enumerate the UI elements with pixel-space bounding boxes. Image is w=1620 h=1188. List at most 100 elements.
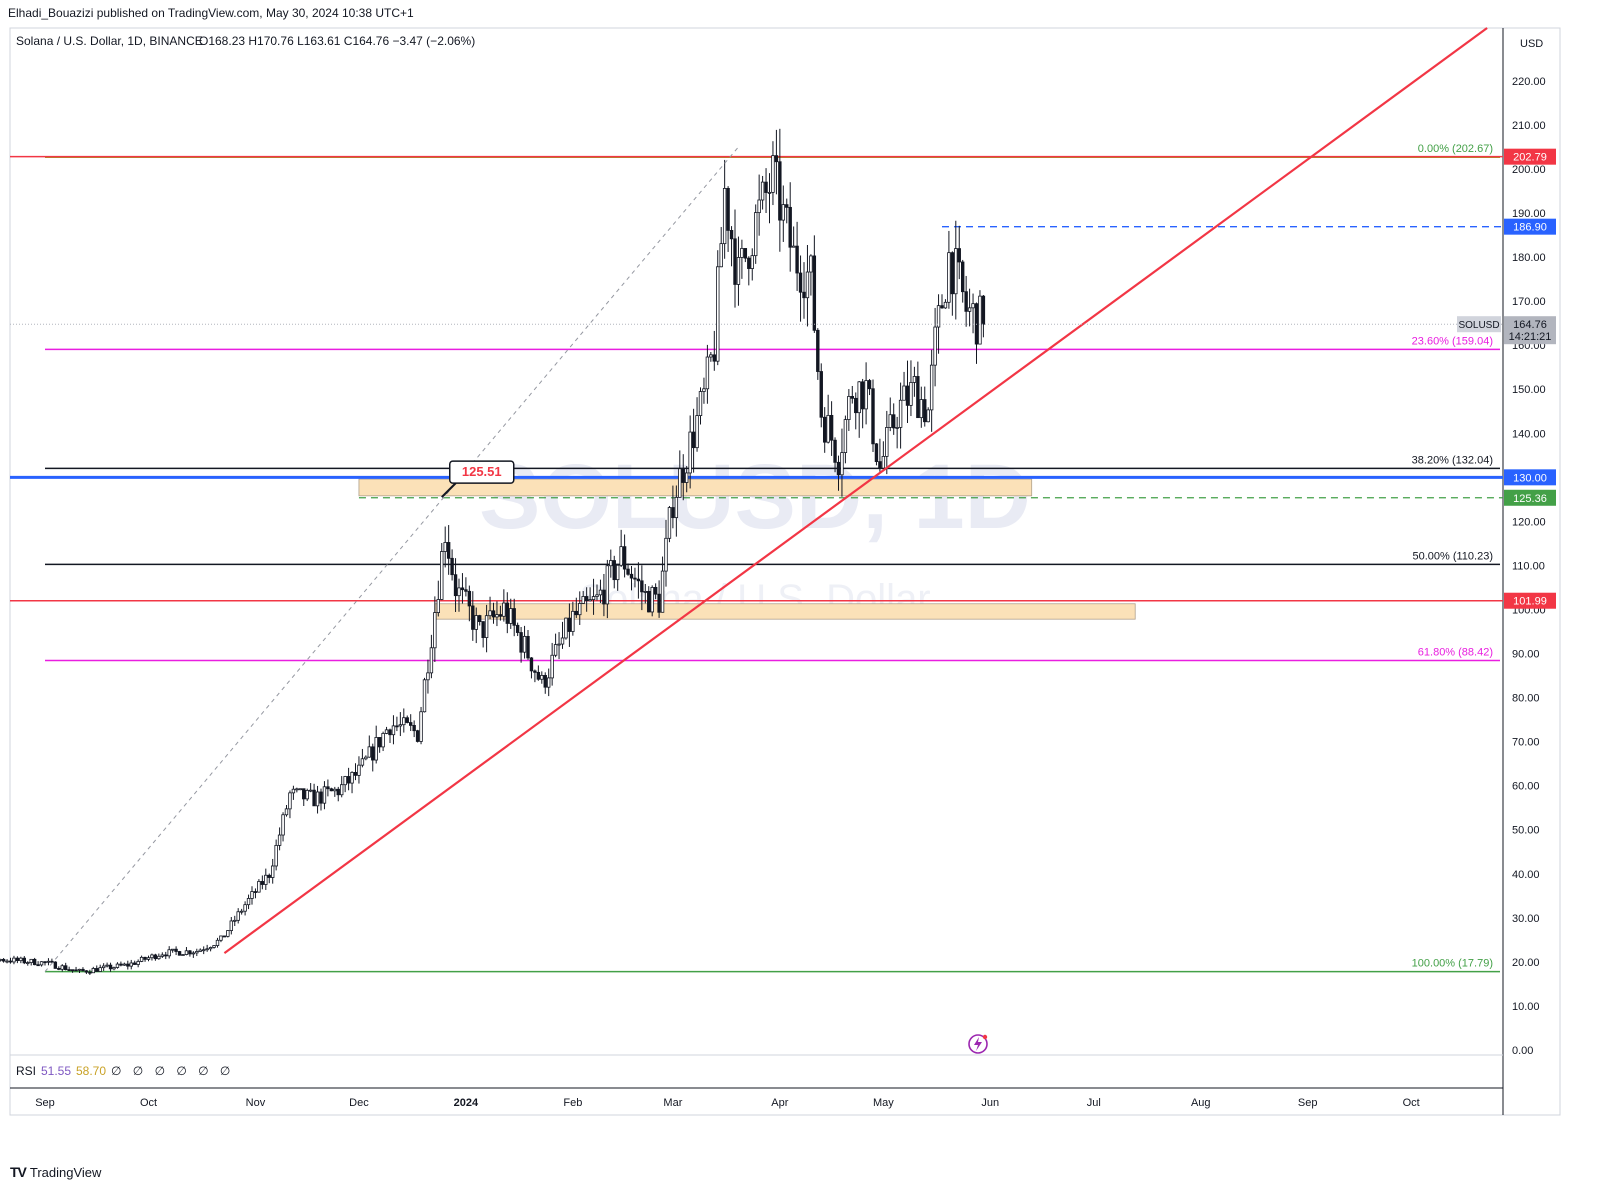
candle[interactable]	[295, 787, 299, 793]
candle[interactable]	[940, 294, 944, 309]
candle[interactable]	[833, 437, 837, 473]
candle[interactable]	[860, 378, 865, 429]
candle[interactable]	[371, 743, 375, 772]
candle[interactable]	[264, 868, 268, 890]
candle[interactable]	[778, 128, 782, 252]
candle[interactable]	[812, 235, 817, 333]
candle[interactable]	[205, 944, 209, 952]
candle[interactable]	[643, 583, 647, 604]
candle[interactable]	[257, 879, 261, 893]
candle[interactable]	[564, 617, 568, 640]
candle[interactable]	[319, 788, 323, 811]
candle[interactable]	[626, 563, 630, 576]
candle[interactable]	[515, 622, 520, 637]
candle[interactable]	[616, 564, 620, 591]
candle[interactable]	[229, 917, 233, 935]
candle[interactable]	[188, 949, 192, 957]
candle[interactable]	[816, 328, 820, 380]
candle[interactable]	[854, 392, 858, 430]
candle[interactable]	[722, 159, 727, 259]
candle[interactable]	[160, 952, 164, 959]
candle[interactable]	[5, 959, 9, 964]
candle[interactable]	[395, 716, 399, 732]
candle[interactable]	[270, 858, 275, 884]
candle[interactable]	[791, 226, 796, 248]
candle[interactable]	[233, 915, 237, 927]
candle[interactable]	[467, 585, 472, 622]
candle[interactable]	[657, 580, 661, 618]
candle[interactable]	[101, 963, 106, 971]
candle[interactable]	[943, 299, 948, 309]
candle[interactable]	[46, 958, 51, 966]
candle[interactable]	[415, 729, 420, 743]
candle[interactable]	[698, 387, 703, 425]
candle[interactable]	[360, 748, 365, 768]
candle[interactable]	[540, 671, 544, 684]
candle[interactable]	[167, 946, 171, 959]
candle[interactable]	[591, 578, 596, 615]
candle[interactable]	[760, 175, 765, 210]
candle[interactable]	[184, 947, 189, 956]
candle[interactable]	[405, 715, 409, 724]
candle[interactable]	[336, 786, 340, 802]
candle[interactable]	[239, 908, 244, 915]
candle[interactable]	[729, 226, 734, 267]
candle[interactable]	[146, 955, 151, 962]
candle[interactable]	[974, 302, 979, 364]
candle[interactable]	[926, 407, 930, 423]
candle[interactable]	[226, 930, 230, 938]
candle[interactable]	[84, 970, 89, 975]
candle[interactable]	[757, 174, 761, 236]
candle[interactable]	[747, 256, 751, 286]
candle[interactable]	[129, 959, 133, 970]
candle[interactable]	[567, 603, 572, 647]
candle[interactable]	[12, 955, 16, 965]
candle[interactable]	[281, 812, 285, 842]
candle[interactable]	[905, 360, 910, 423]
candle[interactable]	[981, 294, 986, 338]
candle[interactable]	[433, 596, 437, 663]
callout-box[interactable]	[449, 460, 515, 484]
candle[interactable]	[19, 956, 23, 964]
candle[interactable]	[602, 573, 606, 617]
candle[interactable]	[70, 969, 75, 973]
candle[interactable]	[246, 894, 251, 910]
candle[interactable]	[353, 763, 358, 781]
candle[interactable]	[53, 961, 58, 969]
candle[interactable]	[77, 968, 82, 974]
candle[interactable]	[253, 888, 258, 899]
candle[interactable]	[198, 948, 202, 952]
candle[interactable]	[346, 767, 351, 791]
candle[interactable]	[143, 956, 147, 962]
candle[interactable]	[384, 726, 389, 735]
candle[interactable]	[681, 454, 685, 501]
candle[interactable]	[236, 908, 240, 924]
candle[interactable]	[488, 596, 492, 620]
candle[interactable]	[422, 677, 427, 713]
candle[interactable]	[298, 788, 302, 791]
candle[interactable]	[543, 672, 547, 694]
candle[interactable]	[474, 607, 478, 644]
candle[interactable]	[471, 591, 475, 641]
candle[interactable]	[419, 706, 423, 745]
candle[interactable]	[215, 937, 220, 948]
candle[interactable]	[484, 604, 489, 653]
candle[interactable]	[971, 293, 975, 334]
candle[interactable]	[781, 185, 785, 242]
candle[interactable]	[629, 565, 634, 591]
candle[interactable]	[743, 248, 748, 263]
candle[interactable]	[367, 735, 371, 758]
candle[interactable]	[122, 962, 127, 966]
candle[interactable]	[881, 441, 886, 472]
candle[interactable]	[136, 959, 140, 968]
candle[interactable]	[119, 961, 123, 967]
candle[interactable]	[22, 956, 26, 965]
candle[interactable]	[426, 659, 430, 694]
candle[interactable]	[678, 450, 682, 498]
candle[interactable]	[105, 962, 109, 968]
candle[interactable]	[95, 965, 99, 972]
candle[interactable]	[112, 966, 116, 971]
candle[interactable]	[691, 408, 696, 473]
candle[interactable]	[126, 960, 130, 970]
